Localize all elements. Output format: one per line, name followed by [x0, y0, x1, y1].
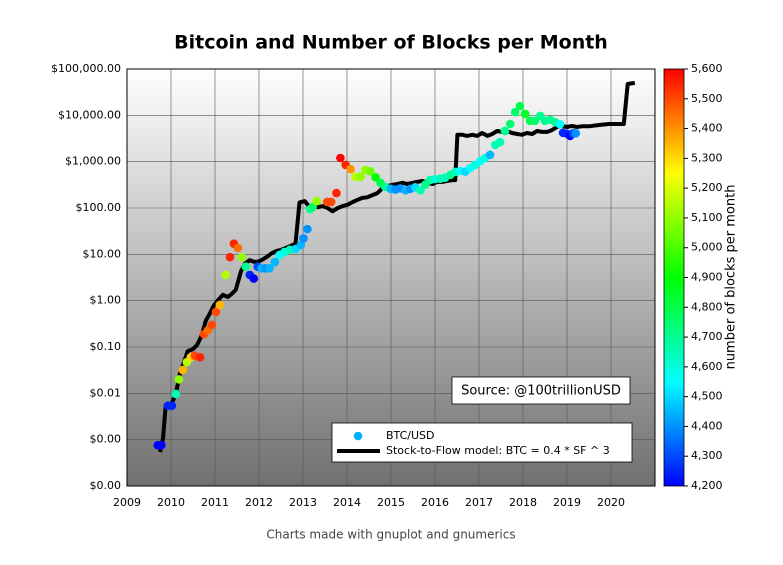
colorbar-label: number of blocks per month [724, 185, 739, 370]
y-tick-label: $10,000.00 [58, 108, 121, 121]
point [416, 186, 425, 195]
point [225, 252, 235, 262]
colorbar-tick-label: 4,200 [691, 479, 723, 492]
x-tick-label: 2014 [333, 496, 361, 509]
point [178, 365, 188, 375]
point [296, 240, 306, 250]
point [265, 263, 274, 273]
y-tick-label: $0.01 [90, 386, 122, 399]
y-tick-label: $0.00 [90, 433, 122, 446]
legend-label: Stock-to-Flow model: BTC = 0.4 * SF ^ 3 [386, 444, 610, 457]
x-tick-label: 2015 [377, 496, 405, 509]
point [171, 389, 181, 399]
point [495, 137, 505, 147]
x-tick-label: 2018 [509, 496, 537, 509]
legend-label: BTC/USD [386, 429, 435, 442]
plot-frame [126, 68, 656, 487]
y-tick-label: $1.00 [90, 294, 122, 307]
y-tick-label: $1,000.00 [65, 155, 121, 168]
point [237, 252, 247, 262]
colorbar-tick-label: 5,200 [691, 181, 723, 194]
x-tick-label: 2019 [553, 496, 581, 509]
colorbar-tick-label: 4,600 [691, 360, 723, 373]
colorbar-tick-label: 5,600 [691, 62, 723, 75]
legend-marker [353, 431, 363, 441]
legend-entries: BTC/USD Stock-to-Flow model: BTC = 0.4 * … [337, 429, 610, 457]
point [207, 320, 217, 330]
point [500, 126, 510, 136]
colorbar-tick-label: 5,300 [691, 151, 723, 164]
y-tick-label: $0.10 [90, 340, 122, 353]
colorbar-tick-label: 4,900 [691, 271, 723, 284]
x-tick-label: 2010 [157, 496, 185, 509]
grid [126, 68, 655, 487]
point [233, 243, 243, 253]
point [510, 107, 520, 117]
chart-title: Bitcoin and Number of Blocks per Month [174, 32, 608, 54]
colorbar-tick-label: 4,400 [691, 419, 723, 432]
point [157, 440, 166, 450]
point [336, 153, 345, 163]
point [332, 188, 341, 198]
y-tick-label: $0.00 [90, 479, 122, 492]
point [167, 401, 177, 411]
x-tick-label: 2013 [289, 496, 317, 509]
point [515, 101, 525, 111]
x-tick-label: 2016 [421, 496, 449, 509]
colorbar-tick-label: 5,400 [691, 122, 723, 135]
point [571, 128, 581, 138]
point [505, 119, 515, 129]
point [174, 375, 184, 384]
caption: Charts made with gnuplot and gnumerics [266, 528, 515, 542]
annotation-box [451, 376, 631, 405]
point [366, 166, 375, 176]
point [299, 234, 308, 243]
x-tick-label: 2012 [245, 496, 273, 509]
point [303, 224, 312, 234]
point [241, 262, 251, 272]
colorbar-tick-label: 5,500 [691, 92, 723, 105]
colorbar-tick-label: 4,300 [691, 449, 723, 462]
colorbar-tick-label: 5,000 [691, 241, 723, 254]
point [356, 172, 365, 182]
legend [331, 422, 633, 463]
annotation: Source: @100trillionUSD [461, 384, 621, 399]
y-tick-label: $100,000.00 [51, 62, 121, 75]
point [346, 164, 355, 174]
point [555, 120, 565, 129]
point [485, 150, 495, 160]
point [215, 300, 225, 310]
marks [153, 80, 636, 453]
colorbar-tick-label: 5,100 [691, 211, 723, 224]
point [249, 274, 259, 283]
colorbar-tick-label: 4,700 [691, 330, 723, 343]
y-tick-label: $100.00 [76, 201, 122, 214]
point [270, 257, 280, 267]
x-tick-label: 2009 [113, 496, 141, 509]
point [520, 109, 530, 119]
point [211, 307, 221, 317]
point [195, 352, 205, 362]
colorbar-tick-label: 4,500 [691, 390, 723, 403]
point [326, 197, 336, 207]
colorbar-tick-label: 4,800 [691, 300, 723, 313]
point [221, 270, 230, 280]
y-tick-label: $10.00 [83, 247, 122, 260]
colorbar [663, 68, 685, 487]
x-tick-label: 2020 [597, 496, 625, 509]
x-tick-label: 2017 [465, 496, 493, 509]
line [158, 80, 636, 453]
point [312, 196, 321, 206]
x-tick-label: 2011 [201, 496, 229, 509]
